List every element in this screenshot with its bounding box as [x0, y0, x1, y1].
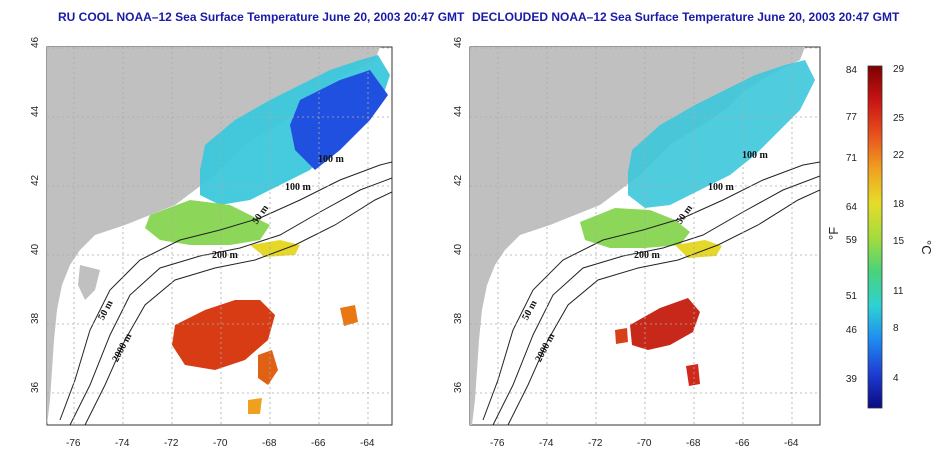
sst-warm-eddy-left: [172, 300, 275, 370]
c-tick-4: 4: [893, 373, 899, 384]
isobath-2000m-left: [84, 191, 392, 425]
y-tick-left-2: 40: [30, 243, 41, 255]
contour-label-left-2: 100 m: [285, 182, 312, 193]
y-tick-left-0: 36: [30, 381, 41, 393]
y-axis-right: 36 38 40 42 44 46: [453, 36, 464, 393]
sst-warm-spot-right: [686, 364, 700, 386]
contour-label-left-4: 200 m: [212, 250, 239, 261]
title-right: DECLOUDED NOAA–12 Sea Surface Temperatur…: [472, 10, 900, 24]
x-tick-right-1: -74: [539, 438, 554, 449]
colorbar-f-label: °F: [826, 227, 841, 240]
f-tick-46: 46: [846, 325, 858, 336]
sst-warm-spot2-right: [615, 328, 628, 344]
c-tick-29: 29: [893, 64, 905, 75]
x-tick-right-0: -76: [490, 438, 505, 449]
y-tick-right-3: 42: [453, 174, 464, 186]
f-tick-51: 51: [846, 291, 858, 302]
f-tick-59: 59: [846, 235, 858, 246]
x-tick-left-5: -66: [311, 438, 326, 449]
x-tick-left-3: -70: [213, 438, 228, 449]
title-left: RU COOL NOAA–12 Sea Surface Temperature …: [58, 10, 465, 24]
x-axis-right: -76 -74 -72 -70 -68 -66 -64: [490, 438, 799, 449]
land-mass-left: [47, 47, 380, 425]
sst-north-gulf-right: [628, 60, 815, 208]
y-tick-right-0: 36: [453, 381, 464, 393]
f-tick-77: 77: [846, 112, 858, 123]
y-tick-left-1: 38: [30, 312, 41, 324]
y-tick-right-2: 40: [453, 243, 464, 255]
y-tick-right-1: 38: [453, 312, 464, 324]
sst-warm-eddy2-left: [258, 350, 278, 385]
y-tick-right-4: 44: [453, 105, 464, 117]
sst-green-band-right: [580, 208, 690, 248]
y-tick-left-5: 46: [30, 36, 41, 48]
land-cape-left: [78, 265, 100, 300]
x-tick-right-2: -72: [588, 438, 603, 449]
sst-blue-patch-left: [290, 70, 388, 170]
y-tick-left-3: 42: [30, 174, 41, 186]
map-panel-left: 100 m 100 m 50 m 200 m 50 m 2000 m -76 -…: [30, 36, 393, 449]
sst-warm-spot-left: [340, 305, 358, 326]
c-tick-22: 22: [893, 150, 905, 161]
colorbar: 84 77 71 64 59 51 46 39 29 25 22 18 15 1…: [826, 64, 934, 409]
colorbar-c-ticks: 29 25 22 18 15 11 8 4: [893, 64, 905, 384]
x-tick-left-4: -68: [262, 438, 277, 449]
colorbar-c-label: °C: [919, 240, 934, 255]
c-tick-8: 8: [893, 323, 899, 334]
sst-yellow-strip-right: [675, 240, 722, 258]
colorbar-f-ticks: 84 77 71 64 59 51 46 39: [846, 65, 858, 385]
x-tick-right-6: -64: [784, 438, 799, 449]
c-tick-11: 11: [893, 286, 904, 297]
isobath-2000m-right: [507, 189, 820, 425]
x-tick-right-5: -66: [735, 438, 750, 449]
x-axis-left: -76 -74 -72 -70 -68 -66 -64: [66, 438, 375, 449]
sst-green-band-left: [145, 200, 270, 245]
contour-label-right-1: 100 m: [742, 150, 769, 161]
y-tick-left-4: 44: [30, 105, 41, 117]
grid-right: [470, 47, 820, 425]
isobath-200m-left: [69, 177, 392, 425]
sst-yellow-strip-left: [250, 240, 300, 257]
x-tick-left-1: -74: [115, 438, 130, 449]
y-axis-left: 36 38 40 42 44 46: [30, 36, 41, 393]
grid-left: [47, 47, 392, 425]
land-mass-right: [470, 47, 805, 425]
x-tick-right-4: -68: [686, 438, 701, 449]
isobath-50m-right: [482, 161, 820, 421]
x-tick-left-0: -76: [66, 438, 81, 449]
f-tick-71: 71: [846, 153, 858, 164]
f-tick-84: 84: [846, 65, 858, 76]
f-tick-39: 39: [846, 374, 858, 385]
x-tick-right-3: -70: [637, 438, 652, 449]
isobath-200m-right: [492, 175, 820, 425]
isobath-50m-left: [59, 161, 392, 421]
colorbar-bar: [867, 65, 883, 409]
map-panel-right: 100 m 100 m 50 m 200 m 50 m 2000 m -76 -…: [453, 36, 821, 449]
c-tick-18: 18: [893, 199, 905, 210]
contour-label-left-1: 100 m: [318, 154, 345, 165]
x-tick-left-2: -72: [164, 438, 179, 449]
sst-warm-spot2-left: [248, 398, 262, 414]
c-tick-25: 25: [893, 113, 905, 124]
y-tick-right-5: 46: [453, 36, 464, 48]
contour-label-right-4: 200 m: [634, 250, 661, 261]
c-tick-15: 15: [893, 236, 905, 247]
f-tick-64: 64: [846, 202, 858, 213]
x-tick-left-6: -64: [360, 438, 375, 449]
contour-label-right-2: 100 m: [708, 182, 735, 193]
